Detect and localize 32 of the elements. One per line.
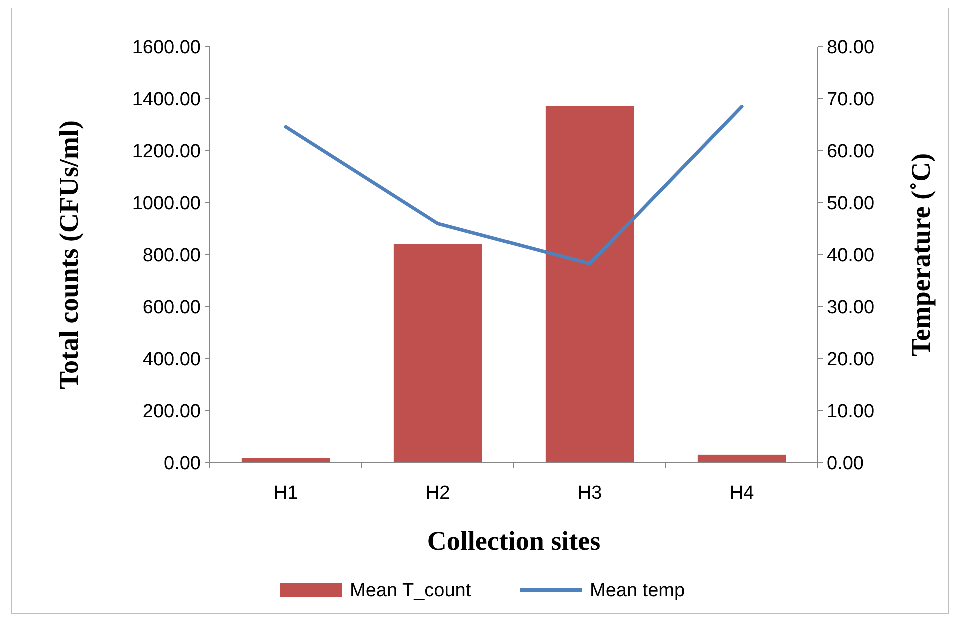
y-tick-label: 400.00 xyxy=(142,350,201,371)
line-series xyxy=(284,105,744,266)
bar xyxy=(394,244,482,463)
y-tick-label: 1000.00 xyxy=(132,194,201,215)
y-tick-label: 1200.00 xyxy=(132,142,201,163)
legend-label: Mean T_count xyxy=(350,580,472,602)
y2-tick-label: 30.00 xyxy=(827,298,875,319)
y2-tick-label: 20.00 xyxy=(827,350,875,371)
x-axis-title: Collection sites xyxy=(427,526,601,556)
bar xyxy=(546,106,634,463)
y2-tick-label: 70.00 xyxy=(827,90,875,111)
y-tick-label: 1400.00 xyxy=(132,90,201,111)
y2-tick-label: 10.00 xyxy=(827,402,875,423)
y-tick-label: 1600.00 xyxy=(132,38,201,59)
y2-axis-title: Temperature (˚C) xyxy=(906,153,936,357)
legend-label: Mean temp xyxy=(590,580,686,602)
y2-tick-label: 40.00 xyxy=(827,246,875,267)
y2-tick-label: 80.00 xyxy=(827,38,875,59)
y-tick-label: 0.00 xyxy=(164,454,201,475)
y2-tick-label: 0.00 xyxy=(827,454,864,475)
x-tick-label: H2 xyxy=(426,483,450,504)
x-tick-label: H4 xyxy=(730,483,755,504)
y2-tick-label: 60.00 xyxy=(827,142,875,163)
y-tick-label: 800.00 xyxy=(142,246,201,267)
bar xyxy=(242,458,330,463)
bar xyxy=(698,454,786,463)
x-tick-label: H3 xyxy=(578,483,602,504)
y-tick-label: 600.00 xyxy=(142,298,201,319)
x-tick-label: H1 xyxy=(274,483,298,504)
y2-tick-label: 50.00 xyxy=(827,194,875,215)
y-tick-label: 200.00 xyxy=(142,402,201,423)
y-axis-title: Total counts (CFUs/ml) xyxy=(54,120,84,390)
